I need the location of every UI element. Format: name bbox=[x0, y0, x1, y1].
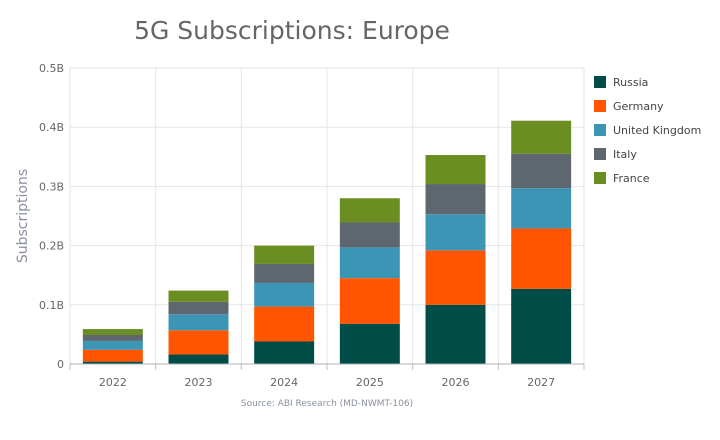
bar-united-kingdom-2026 bbox=[425, 214, 486, 251]
legend-swatch bbox=[594, 148, 606, 160]
chart-title: 5G Subscriptions: Europe bbox=[134, 16, 450, 45]
x-tick-label: 2022 bbox=[99, 376, 127, 389]
bar-france-2027 bbox=[511, 120, 572, 154]
y-tick-label: 0.4B bbox=[39, 121, 64, 134]
bar-france-2026 bbox=[425, 155, 486, 185]
bar-germany-2027 bbox=[511, 228, 572, 289]
chart-source-note: Source: ABI Research (MD-NWMT-106) bbox=[240, 399, 414, 409]
bar-united-kingdom-2023 bbox=[168, 314, 229, 331]
legend-item-france[interactable]: France bbox=[594, 166, 701, 190]
bar-russia-2026 bbox=[425, 304, 486, 364]
legend-label: France bbox=[613, 171, 650, 185]
y-tick-label: 0 bbox=[57, 358, 64, 371]
legend-swatch bbox=[594, 100, 606, 112]
bar-russia-2023 bbox=[168, 354, 229, 364]
bar-germany-2024 bbox=[254, 306, 315, 342]
legend-swatch bbox=[594, 124, 606, 136]
bar-france-2024 bbox=[254, 245, 315, 264]
bar-italy-2024 bbox=[254, 263, 315, 283]
y-tick-label: 0.5B bbox=[39, 62, 64, 75]
legend-label: Italy bbox=[613, 147, 637, 161]
x-tick-label: 2027 bbox=[527, 376, 555, 389]
y-tick-label: 0.3B bbox=[39, 180, 64, 193]
bar-italy-2023 bbox=[168, 301, 229, 315]
bar-france-2023 bbox=[168, 290, 229, 302]
bar-italy-2025 bbox=[339, 222, 400, 248]
legend-swatch bbox=[594, 172, 606, 184]
bar-germany-2025 bbox=[339, 278, 400, 324]
legend-label: Russia bbox=[613, 75, 649, 89]
y-tick-label: 0.2B bbox=[39, 240, 64, 253]
bar-germany-2023 bbox=[168, 330, 229, 355]
bar-germany-2026 bbox=[425, 250, 486, 305]
bar-united-kingdom-2022 bbox=[82, 340, 143, 350]
bar-russia-2024 bbox=[254, 341, 315, 364]
bar-russia-2025 bbox=[339, 323, 400, 364]
legend-label: United Kingdom bbox=[613, 123, 702, 137]
legend-item-italy[interactable]: Italy bbox=[594, 142, 701, 166]
legend-item-united-kingdom[interactable]: United Kingdom bbox=[594, 118, 701, 142]
bar-italy-2022 bbox=[82, 334, 143, 341]
x-tick-label: 2023 bbox=[185, 376, 213, 389]
legend-label: Germany bbox=[613, 99, 664, 113]
legend-item-russia[interactable]: Russia bbox=[594, 70, 701, 94]
y-tick-label: 0.1B bbox=[39, 299, 64, 312]
bar-france-2022 bbox=[82, 329, 143, 335]
bar-russia-2022 bbox=[82, 361, 143, 364]
bar-italy-2026 bbox=[425, 184, 486, 215]
chart-legend: Russia Germany United Kingdom Italy France bbox=[594, 70, 701, 190]
x-tick-label: 2024 bbox=[270, 376, 298, 389]
x-tick-label: 2025 bbox=[356, 376, 384, 389]
bar-united-kingdom-2027 bbox=[511, 188, 572, 229]
x-tick-label: 2026 bbox=[442, 376, 470, 389]
y-axis-title: Subscriptions bbox=[15, 169, 31, 263]
bar-united-kingdom-2024 bbox=[254, 282, 315, 307]
bar-italy-2027 bbox=[511, 153, 572, 189]
bar-united-kingdom-2025 bbox=[339, 247, 400, 279]
bar-russia-2027 bbox=[511, 288, 572, 364]
legend-item-germany[interactable]: Germany bbox=[594, 94, 701, 118]
legend-swatch bbox=[594, 76, 606, 88]
bar-germany-2022 bbox=[82, 349, 143, 362]
bar-france-2025 bbox=[339, 198, 400, 223]
